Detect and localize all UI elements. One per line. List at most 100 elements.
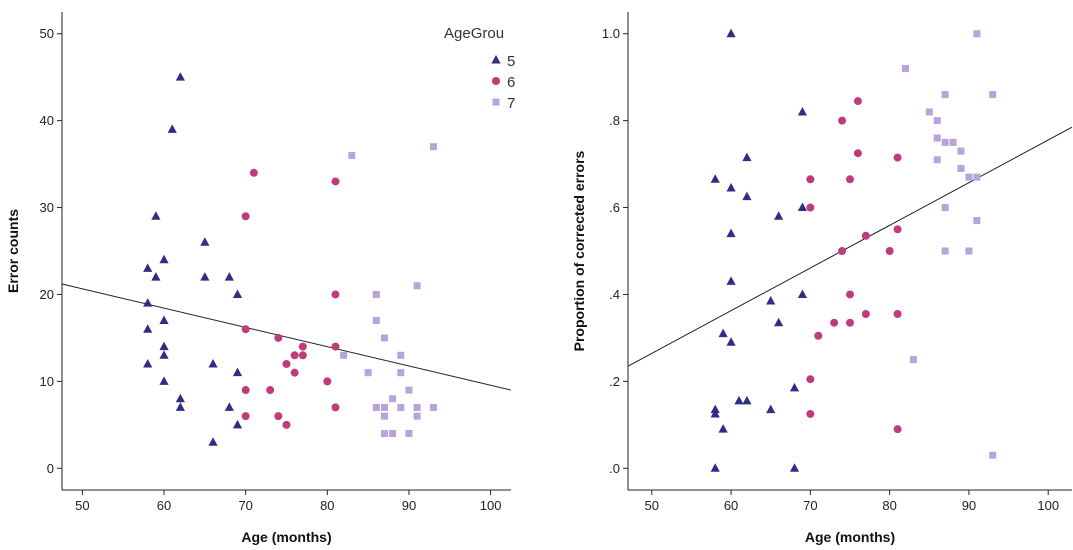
data-point-age-group-6 [893, 310, 902, 319]
data-point-age-group-7 [949, 138, 957, 146]
legend-label-5: 5 [507, 53, 515, 70]
data-point-age-group-5 [710, 463, 720, 472]
legend-marker-6 [492, 77, 500, 85]
data-point-age-group-5 [774, 211, 784, 220]
data-point-age-group-7 [397, 351, 405, 359]
data-point-age-group-7 [965, 247, 973, 255]
data-point-age-group-5 [151, 211, 161, 220]
y-tick-label: 20 [40, 287, 54, 302]
data-point-age-group-7 [429, 143, 437, 151]
data-point-age-group-6 [331, 177, 340, 186]
data-point-age-group-5 [175, 72, 185, 81]
data-point-age-group-7 [933, 156, 941, 164]
data-point-age-group-6 [290, 351, 299, 360]
error-counts-scatter-panel: 0 10 20 30 40 50 50 60 70 80 90 100 Age (months) Erro… [5, 12, 512, 545]
data-point-age-group-5 [232, 289, 243, 298]
data-point-age-group-7 [397, 403, 405, 411]
data-point-age-group-5 [710, 408, 720, 418]
legend-entries: 5 6 7 [491, 53, 515, 112]
x-tick-label: 70 [803, 498, 817, 513]
x-tick-label: 60 [157, 498, 171, 513]
y-tick-label: .2 [609, 374, 620, 389]
x-tick-label: 90 [402, 498, 416, 513]
data-point-age-group-5 [726, 182, 736, 192]
data-point-age-group-6 [838, 247, 847, 255]
data-point-age-group-7 [405, 430, 413, 438]
data-point-age-group-5 [797, 106, 808, 116]
legend-marker-7 [492, 98, 500, 106]
data-point-age-group-5 [726, 228, 736, 238]
data-point-age-group-7 [965, 173, 973, 181]
y-tick-label: 1.0 [602, 26, 620, 41]
y-tick-label: .4 [609, 287, 620, 302]
data-point-age-group-7 [989, 451, 997, 459]
data-point-age-group-6 [830, 318, 839, 327]
data-point-age-group-5 [175, 402, 185, 411]
x-tick-label: 90 [962, 498, 976, 513]
data-point-age-group-7 [364, 369, 372, 377]
x-tick-label: 60 [724, 498, 738, 513]
data-point-age-group-5 [167, 124, 177, 133]
data-point-age-group-7 [405, 386, 413, 394]
data-point-age-group-5 [789, 382, 800, 392]
data-point-age-group-5 [726, 276, 736, 285]
data-point-age-group-7 [372, 403, 380, 411]
legend-marker-5 [491, 55, 501, 64]
data-point-age-group-5 [766, 404, 776, 414]
y-axis-label: Proportion of corrected errors [571, 150, 587, 351]
y-tick-label: .8 [609, 113, 620, 128]
data-point-age-group-6 [282, 359, 291, 368]
data-point-age-group-6 [861, 231, 870, 240]
data-point-age-group-6 [853, 149, 862, 158]
regression-line [627, 126, 1073, 367]
data-point-age-group-5 [734, 395, 744, 405]
data-point-age-group-7 [389, 395, 397, 403]
data-point-age-group-5 [718, 424, 728, 433]
x-axis-label: Age (months) [241, 529, 331, 545]
data-point-age-group-7 [909, 356, 917, 364]
legend-title: AgeGrou [444, 25, 504, 42]
data-point-age-group-6 [846, 318, 854, 327]
data-point-age-group-7 [389, 430, 397, 438]
data-point-age-group-6 [298, 351, 307, 360]
data-point-age-group-6 [893, 153, 902, 162]
data-point-age-group-6 [331, 403, 340, 412]
x-tick-label: 70 [238, 498, 252, 513]
data-point-age-group-6 [806, 375, 815, 384]
data-point-age-group-7 [941, 247, 949, 255]
x-axis-label: Age (months) [805, 529, 895, 545]
data-point-age-group-5 [208, 437, 218, 446]
data-point-age-group-5 [143, 324, 153, 333]
data-point-age-group-6 [331, 290, 340, 299]
data-point-age-group-5 [710, 174, 720, 183]
x-tick-label: 80 [320, 498, 334, 513]
data-point-age-group-7 [372, 290, 380, 298]
data-point-age-group-5 [766, 295, 776, 305]
age-group-legend: AgeGrou 5 6 7 [444, 25, 515, 112]
x-tick-label: 50 [75, 498, 89, 513]
corrected-errors-scatter-panel: .0 .2 .4 .6 .8 1.0 50 60 70 80 90 100 Age (months) Pr… [571, 12, 1073, 545]
data-point-age-group-6 [323, 377, 332, 386]
data-point-age-group-5 [232, 419, 243, 429]
data-point-age-group-6 [846, 290, 854, 299]
data-point-age-group-6 [241, 212, 250, 221]
data-point-age-group-6 [290, 368, 299, 377]
data-point-age-group-7 [941, 91, 949, 99]
data-point-age-group-7 [380, 430, 388, 438]
data-point-age-group-7 [989, 91, 997, 99]
data-point-age-group-6 [814, 331, 823, 340]
data-point-age-group-7 [973, 173, 981, 181]
data-point-age-group-7 [902, 64, 909, 72]
data-point-age-group-6 [893, 425, 902, 434]
data-point-age-group-5 [789, 463, 800, 472]
data-point-age-group-5 [797, 202, 808, 212]
data-point-age-group-7 [413, 403, 421, 411]
legend-label-6: 6 [507, 74, 515, 91]
data-point-age-group-5 [159, 315, 169, 325]
data-point-age-group-5 [143, 358, 153, 368]
y-tick-label: 10 [40, 374, 54, 389]
data-point-age-group-5 [774, 317, 784, 327]
y-tick-label: 40 [40, 113, 54, 128]
data-point-age-group-7 [941, 204, 949, 212]
